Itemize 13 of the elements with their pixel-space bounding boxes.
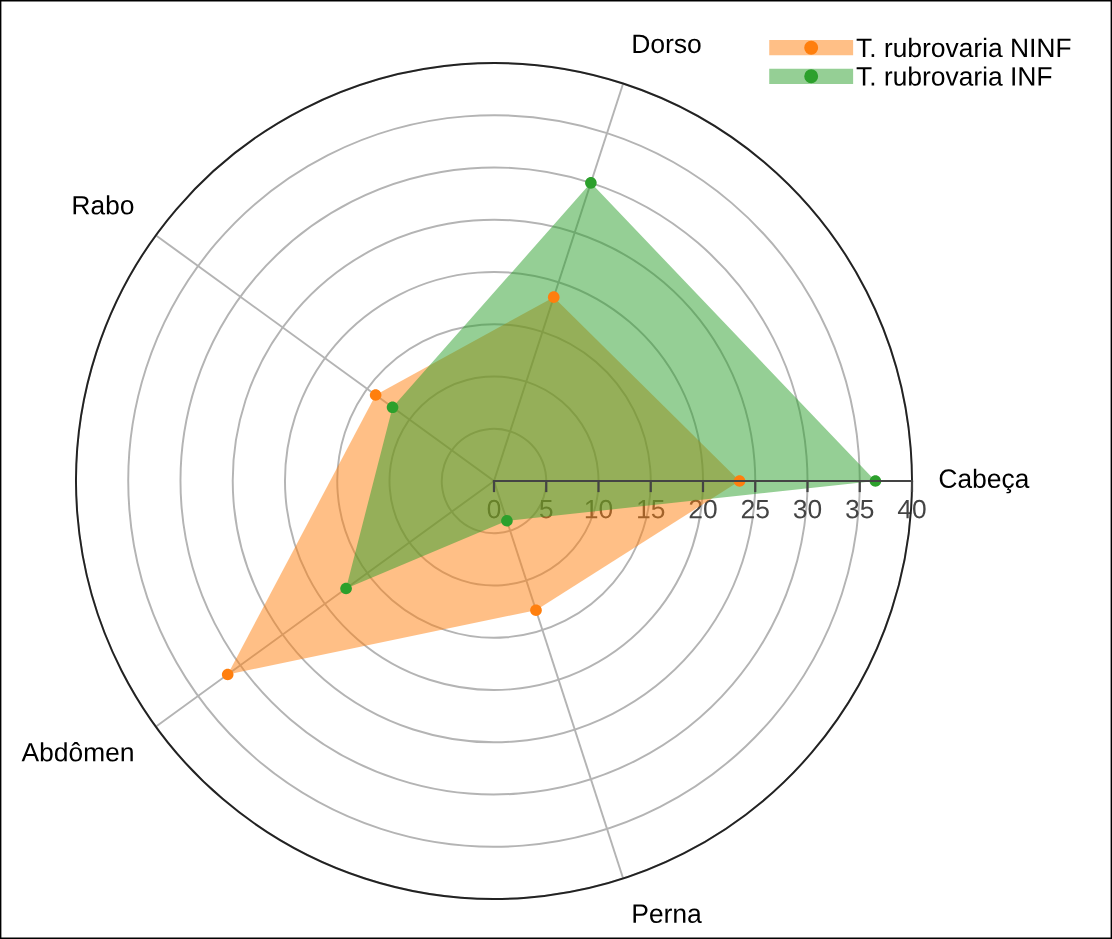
y-tick-label: 25 (741, 499, 769, 519)
y-tick-label: 20 (689, 499, 717, 519)
spoke-label: Abdômen (21, 742, 133, 762)
spoke-label: Dorso (633, 34, 701, 54)
spoke-label: Cabeça (939, 468, 1030, 494)
y-tick-label: 30 (793, 499, 822, 519)
spoke-label: Perna (633, 904, 702, 924)
y-tick-label: 35 (846, 499, 874, 519)
y-tick-label: 5 (539, 500, 553, 519)
legend-label: T. rubrovaria INF (856, 66, 1052, 86)
legend-label: T. rubrovaria NINF (856, 37, 1071, 58)
spoke-label: Rabo (73, 195, 134, 215)
y-tick-label: 15 (638, 500, 665, 519)
